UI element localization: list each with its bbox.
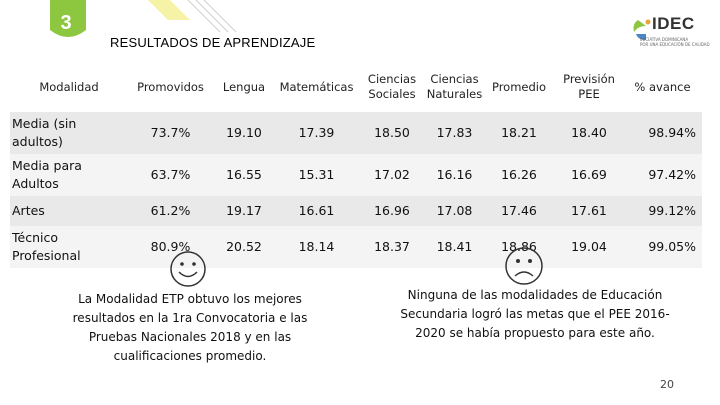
cell-matematicas: 15.31	[275, 154, 358, 196]
logo-subtitle: POR UNA EDUCACIÓN DE CALIDAD	[640, 42, 710, 47]
cell-sociales: 18.37	[358, 226, 426, 268]
note-etp-best-results: La Modalidad ETP obtuvo los mejores resu…	[72, 292, 308, 363]
header-ciencias-naturales: Ciencias Naturales	[426, 62, 483, 112]
cell-avance: 98.94%	[623, 112, 702, 154]
cell-promedio: 17.46	[483, 196, 555, 226]
page-title: RESULTADOS DE APRENDIZAJE	[110, 35, 316, 50]
note-goals-not-met: Ninguna de las modalidades de Educación …	[400, 288, 670, 340]
slide-number-badge	[50, 0, 86, 37]
cell-modalidad: Artes	[10, 196, 128, 226]
cell-promovidos: 73.7%	[128, 112, 213, 154]
cell-matematicas: 18.14	[275, 226, 358, 268]
cell-prevision: 18.40	[555, 112, 623, 154]
header-ciencias-sociales: Ciencias Sociales	[358, 62, 426, 112]
smiley-face-icon	[170, 251, 206, 287]
cell-sociales: 16.96	[358, 196, 426, 226]
cell-modalidad: Media para Adultos	[10, 154, 128, 196]
table-header-row: Modalidad Promovidos Lengua Matemáticas …	[10, 62, 702, 112]
cell-prevision: 16.69	[555, 154, 623, 196]
cell-prevision: 19.04	[555, 226, 623, 268]
cell-avance: 99.12%	[623, 196, 702, 226]
cell-modalidad: Media (sin adultos)	[10, 112, 128, 154]
header-prevision: Previsión PEE	[555, 62, 623, 112]
cell-promovidos: 80.9%	[128, 226, 213, 268]
cell-naturales: 17.83	[426, 112, 483, 154]
cell-sociales: 18.50	[358, 112, 426, 154]
cell-naturales: 17.08	[426, 196, 483, 226]
results-table: Modalidad Promovidos Lengua Matemáticas …	[10, 62, 702, 268]
cell-avance: 97.42%	[623, 154, 702, 196]
header-cn-line2: Naturales	[426, 87, 483, 101]
header-cn-line1: Ciencias	[430, 72, 479, 86]
header-prevision-line1: Previsión	[563, 72, 615, 86]
logo-text: IDEC	[652, 14, 695, 33]
cell-lengua: 19.17	[213, 196, 275, 226]
cell-naturales: 16.16	[426, 154, 483, 196]
header-cs-line1: Ciencias	[367, 72, 417, 86]
slide-number: 3	[60, 12, 72, 34]
header-modalidad: Modalidad	[10, 62, 128, 112]
table-row: Artes 61.2% 19.17 16.61 16.96 17.08 17.4…	[10, 196, 702, 226]
cell-lengua: 20.52	[213, 226, 275, 268]
header-matematicas: Matemáticas	[275, 62, 358, 112]
header-prevision-line2: PEE	[578, 87, 600, 101]
cell-lengua: 19.10	[213, 112, 275, 154]
cell-sociales: 17.02	[358, 154, 426, 196]
header-cs-line2: Sociales	[368, 87, 416, 101]
header-promovidos: Promovidos	[128, 62, 213, 112]
cell-matematicas: 17.39	[275, 112, 358, 154]
logo-subtitle: INICIATIVA DOMINICANA	[640, 37, 689, 42]
cell-lengua: 16.55	[213, 154, 275, 196]
table-row: Media (sin adultos) 73.7% 19.10 17.39 18…	[10, 112, 702, 154]
cell-promovidos: 63.7%	[128, 154, 213, 196]
idec-logo	[633, 19, 651, 40]
table-row: Media para Adultos 63.7% 16.55 15.31 17.…	[10, 154, 702, 196]
sad-face-icon	[505, 247, 543, 285]
page-number: 20	[660, 378, 674, 391]
table-row: Técnico Profesional 80.9% 20.52 18.14 18…	[10, 226, 702, 268]
cell-promedio: 16.26	[483, 154, 555, 196]
cell-prevision: 17.61	[555, 196, 623, 226]
cell-promovidos: 61.2%	[128, 196, 213, 226]
cell-avance: 99.05%	[623, 226, 702, 268]
header-avance: % avance	[623, 62, 702, 112]
decorative-lines	[148, 0, 237, 33]
cell-modalidad: Técnico Profesional	[10, 226, 128, 268]
header-lengua: Lengua	[213, 62, 275, 112]
header-promedio: Promedio	[483, 62, 555, 112]
cell-matematicas: 16.61	[275, 196, 358, 226]
cell-naturales: 18.41	[426, 226, 483, 268]
cell-promedio: 18.21	[483, 112, 555, 154]
